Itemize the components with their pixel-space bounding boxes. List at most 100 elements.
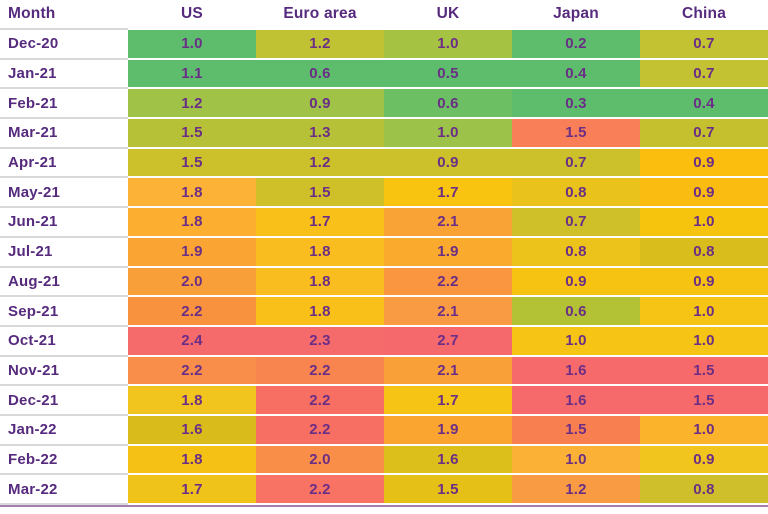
row-month-label: Jan-21	[0, 59, 128, 90]
heatmap-cell: 0.6	[384, 89, 512, 120]
column-header-euro-area: Euro area	[256, 0, 384, 30]
heatmap-cell: 2.2	[256, 415, 384, 446]
row-month-label: Jan-22	[0, 415, 128, 446]
table-row: Oct-21 2.4 2.3 2.7 1.0 1.0	[0, 326, 768, 357]
heatmap-cell: 1.2	[256, 148, 384, 179]
table-row: Mar-21 1.5 1.3 1.0 1.5 0.7	[0, 119, 768, 149]
heatmap-cell: 1.8	[128, 208, 256, 238]
table-row: Apr-21 1.5 1.2 0.9 0.7 0.9	[0, 148, 768, 179]
heatmap-cell: 2.2	[384, 267, 512, 298]
column-header-china: China	[640, 0, 768, 30]
heatmap-cell: 1.5	[512, 119, 640, 149]
table-body: Dec-20 1.0 1.2 1.0 0.2 0.7 Jan-21 1.1 0.6 0.5 0.4 0…	[0, 30, 768, 505]
heatmap-cell: 0.9	[640, 445, 768, 476]
table-row: Sep-21 2.2 1.8 2.1 0.6 1.0	[0, 297, 768, 327]
heatmap-cell: 0.8	[512, 178, 640, 209]
heatmap-cell: 2.2	[128, 297, 256, 327]
heatmap-cell: 1.8	[128, 386, 256, 416]
heatmap-cell: 1.5	[512, 415, 640, 446]
heatmap-cell: 1.0	[512, 445, 640, 476]
row-month-label: Feb-21	[0, 89, 128, 120]
heatmap-cell: 1.9	[384, 237, 512, 268]
heatmap-cell: 1.7	[128, 475, 256, 505]
row-month-label: Feb-22	[0, 445, 128, 476]
row-month-label: Mar-21	[0, 119, 128, 149]
heatmap-cell: 1.5	[640, 386, 768, 416]
row-month-label: Jul-21	[0, 237, 128, 268]
heatmap-cell: 1.7	[256, 208, 384, 238]
table-row: Jan-21 1.1 0.6 0.5 0.4 0.7	[0, 59, 768, 90]
heatmap-cell: 0.8	[640, 475, 768, 505]
heatmap-cell: 0.5	[384, 59, 512, 90]
heatmap-cell: 1.5	[256, 178, 384, 209]
heatmap-cell: 1.8	[256, 267, 384, 298]
column-header-month: Month	[0, 0, 128, 30]
row-month-label: Dec-20	[0, 30, 128, 60]
heatmap-cell: 1.8	[128, 178, 256, 209]
heatmap-cell: 2.0	[256, 445, 384, 476]
heatmap-cell: 0.7	[640, 30, 768, 60]
table-row: Nov-21 2.2 2.2 2.1 1.6 1.5	[0, 356, 768, 387]
table-row: Jan-22 1.6 2.2 1.9 1.5 1.0	[0, 415, 768, 446]
heatmap-cell: 1.0	[640, 297, 768, 327]
heatmap-cell: 1.5	[128, 148, 256, 179]
heatmap-cell: 0.7	[640, 119, 768, 149]
table-row: May-21 1.8 1.5 1.7 0.8 0.9	[0, 178, 768, 209]
heatmap-cell: 0.7	[512, 208, 640, 238]
table-row: Feb-22 1.8 2.0 1.6 1.0 0.9	[0, 445, 768, 476]
table-row: Jun-21 1.8 1.7 2.1 0.7 1.0	[0, 208, 768, 238]
row-month-label: Dec-21	[0, 386, 128, 416]
row-month-label: Nov-21	[0, 356, 128, 387]
heatmap-cell: 0.8	[640, 237, 768, 268]
heatmap-cell: 1.9	[384, 415, 512, 446]
heatmap-cell: 2.2	[128, 356, 256, 387]
heatmap-cell: 0.7	[640, 59, 768, 90]
heatmap-cell: 1.0	[128, 30, 256, 60]
heatmap-cell: 1.6	[128, 415, 256, 446]
heatmap-cell: 1.0	[384, 119, 512, 149]
heatmap-cell: 0.7	[512, 148, 640, 179]
heatmap-cell: 0.3	[512, 89, 640, 120]
heatmap-cell: 0.4	[512, 59, 640, 90]
row-month-label: Jun-21	[0, 208, 128, 238]
heatmap-cell: 1.9	[128, 237, 256, 268]
heatmap-cell: 1.2	[512, 475, 640, 505]
row-month-label: Oct-21	[0, 326, 128, 357]
row-month-label: Aug-21	[0, 267, 128, 298]
heatmap-cell: 2.1	[384, 356, 512, 387]
heatmap-cell: 0.4	[640, 89, 768, 120]
heatmap-cell: 2.1	[384, 208, 512, 238]
heatmap-cell: 1.8	[256, 237, 384, 268]
heatmap-cell: 1.7	[384, 178, 512, 209]
heatmap-cell: 1.6	[512, 386, 640, 416]
heatmap-cell: 1.5	[128, 119, 256, 149]
heatmap-cell: 1.0	[512, 326, 640, 357]
table-row: Aug-21 2.0 1.8 2.2 0.9 0.9	[0, 267, 768, 298]
heatmap-cell: 1.2	[128, 89, 256, 120]
table-row: Feb-21 1.2 0.9 0.6 0.3 0.4	[0, 89, 768, 120]
heatmap-cell: 0.8	[512, 237, 640, 268]
heatmap-cell: 1.3	[256, 119, 384, 149]
heatmap-cell: 1.6	[384, 445, 512, 476]
heatmap-cell: 1.7	[384, 386, 512, 416]
row-month-label: May-21	[0, 178, 128, 209]
heatmap-cell: 1.0	[640, 208, 768, 238]
heatmap-cell: 0.6	[512, 297, 640, 327]
row-month-label: Mar-22	[0, 475, 128, 505]
heatmap-cell: 0.9	[640, 178, 768, 209]
heatmap-cell: 2.2	[256, 386, 384, 416]
heatmap-cell: 1.5	[384, 475, 512, 505]
heatmap-cell: 2.0	[128, 267, 256, 298]
heatmap-cell: 1.8	[128, 445, 256, 476]
row-month-label: Apr-21	[0, 148, 128, 179]
heatmap-cell: 1.0	[640, 415, 768, 446]
column-header-japan: Japan	[512, 0, 640, 30]
heatmap-cell: 0.9	[640, 267, 768, 298]
header-row: Month US Euro area UK Japan China	[0, 0, 768, 30]
heatmap-cell: 2.7	[384, 326, 512, 357]
table-row: Mar-22 1.7 2.2 1.5 1.2 0.8	[0, 475, 768, 505]
heatmap-cell: 1.8	[256, 297, 384, 327]
heatmap-cell: 1.1	[128, 59, 256, 90]
heatmap-cell: 0.9	[640, 148, 768, 179]
